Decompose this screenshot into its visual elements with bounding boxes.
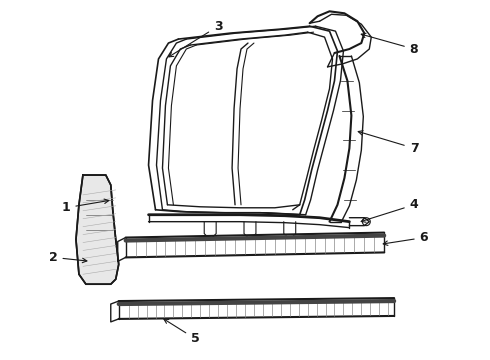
Text: 4: 4 [361, 198, 418, 222]
Text: 6: 6 [383, 231, 428, 246]
Text: 2: 2 [49, 251, 87, 264]
Text: 3: 3 [169, 20, 222, 57]
Text: 5: 5 [164, 319, 199, 345]
Text: 8: 8 [361, 33, 418, 55]
Text: 7: 7 [358, 131, 418, 155]
Polygon shape [76, 175, 119, 284]
Text: 1: 1 [62, 199, 109, 214]
